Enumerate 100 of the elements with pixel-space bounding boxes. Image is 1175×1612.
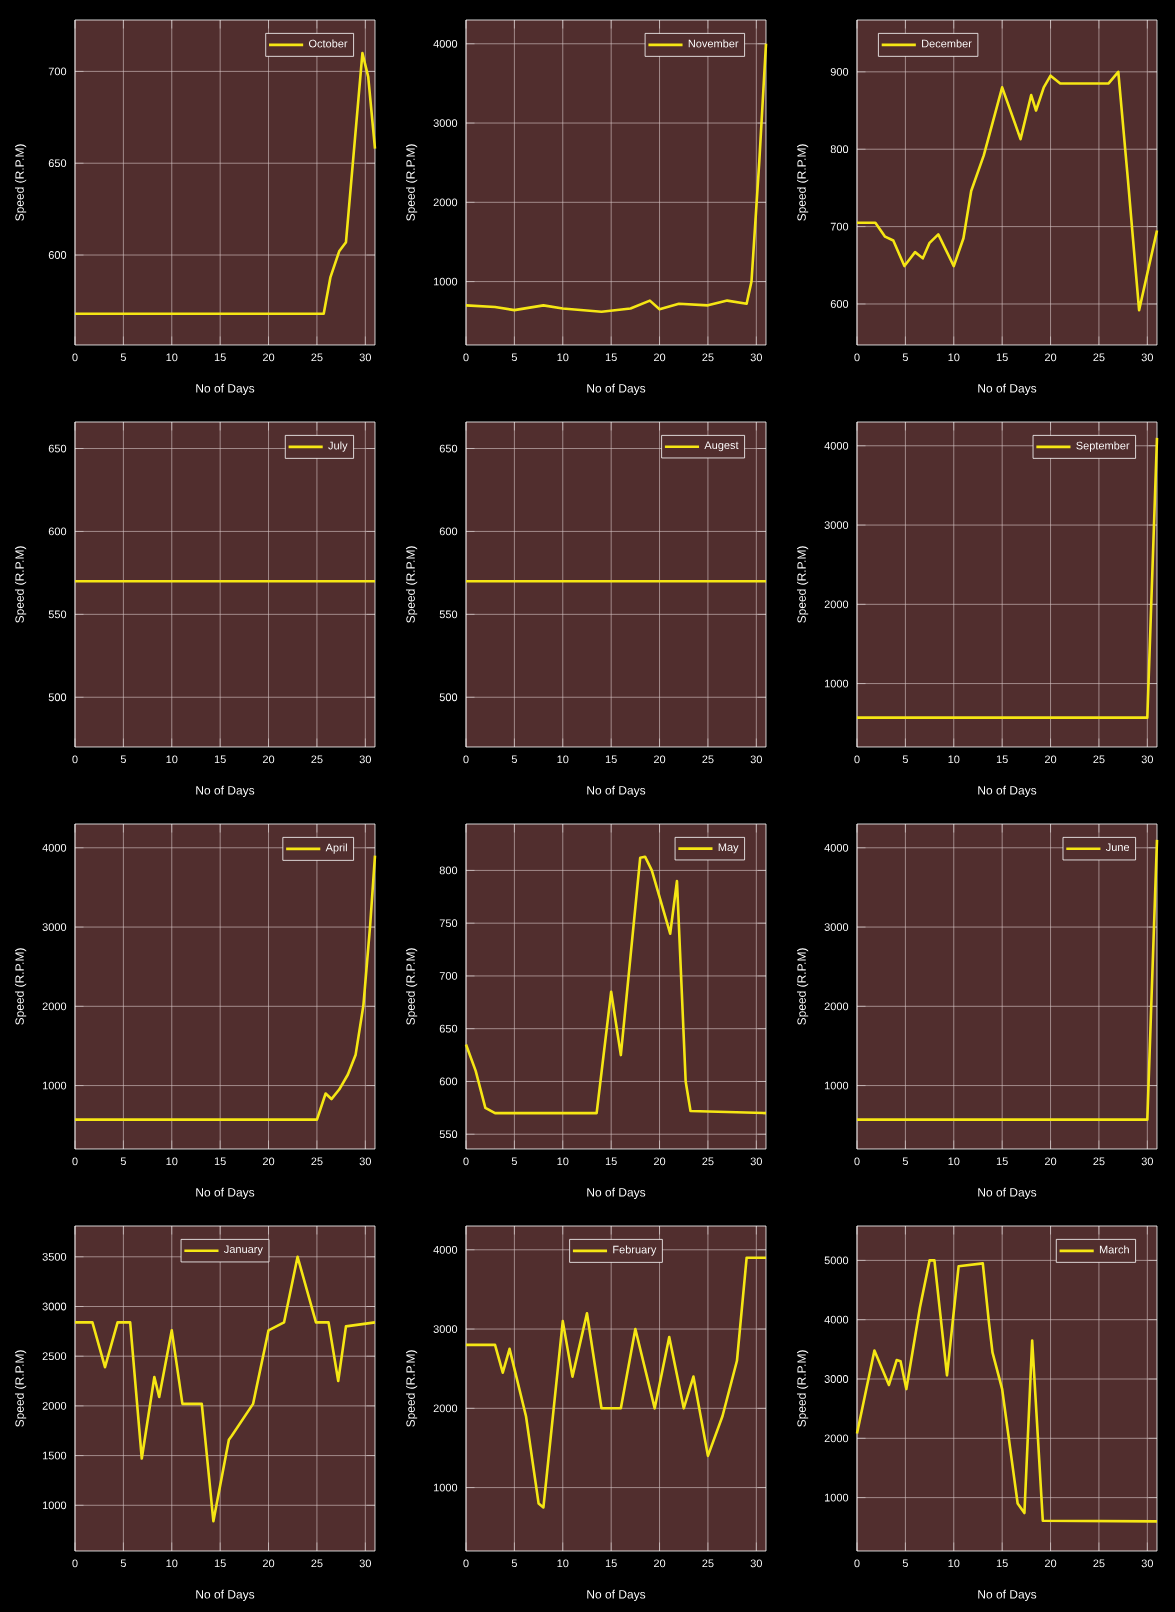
x-tick-label: 20 (1044, 1157, 1057, 1166)
line-series (73, 51, 377, 316)
x-tick-label: 15 (214, 353, 226, 362)
y-tick-label: 500 (439, 693, 458, 702)
x-tick-label: 5 (902, 755, 908, 764)
x-axis-title: No of Days (978, 383, 1037, 395)
y-tick-label: 550 (439, 1130, 458, 1139)
x-tick-label: 25 (1093, 1157, 1105, 1166)
x-tick-label: 10 (166, 1157, 178, 1166)
x-axis-title: No of Days (978, 1187, 1037, 1199)
x-tick-label: 10 (948, 1157, 960, 1166)
y-tick-label: 4000 (433, 39, 458, 48)
y-tick-label: 3000 (42, 923, 67, 931)
x-tick-label: 0 (854, 755, 860, 764)
x-tick-label: 20 (262, 353, 275, 362)
line-series (855, 1259, 1159, 1523)
x-tick-label: 10 (557, 755, 569, 764)
y-tick-label: 3000 (42, 1302, 67, 1311)
legend-label: May (718, 843, 739, 854)
y-tick-label: 1000 (824, 679, 849, 688)
x-tick-label: 10 (557, 353, 569, 362)
x-tick-label: 20 (1044, 755, 1057, 764)
x-tick-label: 0 (854, 1157, 860, 1166)
legend-label: March (1099, 1245, 1129, 1254)
x-tick-label: 10 (166, 1559, 178, 1568)
y-tick-label: 3500 (42, 1252, 67, 1261)
x-tick-label: 30 (359, 1559, 371, 1568)
x-tick-label: 15 (996, 1559, 1008, 1568)
y-tick-label: 1000 (42, 1081, 67, 1090)
y-tick-label: 550 (48, 610, 67, 619)
x-axis-title: No of Days (196, 1187, 255, 1199)
y-tick-label: 700 (830, 222, 849, 231)
x-tick-label: 0 (463, 1157, 469, 1166)
x-tick-label: 5 (120, 1157, 126, 1166)
x-tick-label: 20 (653, 1157, 666, 1166)
x-axis-title: No of Days (978, 785, 1037, 797)
y-tick-label: 2000 (824, 1002, 849, 1011)
line-series (73, 1255, 377, 1523)
x-tick-label: 5 (120, 755, 126, 764)
y-axis-title: Speed (R.P.M) (405, 948, 418, 1025)
x-tick-label: 30 (750, 1157, 762, 1166)
x-tick-label: 15 (605, 353, 617, 362)
y-tick-label: 3000 (824, 1375, 849, 1383)
line-series (855, 70, 1159, 312)
y-tick-label: 5000 (824, 1256, 849, 1265)
y-tick-label: 4000 (824, 843, 849, 852)
x-tick-label: 25 (702, 755, 714, 764)
x-tick-label: 10 (166, 755, 178, 764)
y-tick-label: 1000 (824, 1081, 849, 1090)
legend-label: April (325, 843, 347, 854)
y-tick-label: 4000 (433, 1245, 458, 1254)
y-tick-label: 750 (439, 919, 458, 928)
y-tick-label: 600 (48, 527, 67, 536)
y-tick-label: 650 (439, 444, 458, 453)
y-axis-title: Speed (R.P.M) (797, 1350, 809, 1427)
x-tick-label: 0 (463, 1559, 469, 1568)
y-tick-label: 3000 (433, 1325, 458, 1333)
y-tick-label: 2000 (824, 1434, 849, 1443)
x-axis-title: No of Days (587, 383, 646, 395)
x-tick-label: 10 (557, 1157, 569, 1166)
x-tick-label: 25 (311, 755, 323, 764)
x-tick-label: 5 (902, 1559, 908, 1568)
x-tick-label: 0 (463, 755, 469, 764)
x-tick-label: 30 (359, 353, 371, 362)
y-tick-label: 1000 (433, 1483, 458, 1492)
y-tick-label: 2500 (42, 1352, 67, 1361)
x-tick-label: 5 (511, 1157, 517, 1166)
x-tick-label: 20 (262, 1157, 275, 1166)
x-tick-label: 30 (1141, 1157, 1153, 1166)
x-tick-label: 5 (120, 353, 126, 362)
x-tick-label: 10 (557, 1559, 569, 1568)
legend-label: September (1076, 441, 1130, 452)
x-tick-label: 15 (605, 1559, 617, 1568)
x-axis-title: No of Days (587, 1589, 646, 1601)
line-series (464, 855, 768, 1115)
x-tick-label: 5 (902, 1157, 908, 1166)
x-tick-label: 10 (166, 353, 178, 362)
y-tick-label: 4000 (824, 441, 849, 450)
x-tick-label: 15 (214, 1559, 226, 1568)
legend-label: July (328, 441, 348, 452)
y-tick-label: 1000 (42, 1501, 67, 1510)
x-tick-label: 0 (854, 353, 860, 362)
x-tick-label: 25 (1093, 1559, 1105, 1568)
x-tick-label: 20 (1044, 353, 1057, 362)
x-tick-label: 25 (702, 1157, 714, 1166)
y-axis-title: Speed (R.P.M) (14, 948, 27, 1025)
x-tick-label: 25 (702, 353, 714, 362)
x-tick-label: 5 (120, 1559, 126, 1568)
y-tick-label: 900 (830, 67, 849, 76)
y-tick-label: 500 (48, 693, 67, 702)
y-tick-label: 3000 (824, 521, 849, 529)
y-tick-label: 650 (48, 159, 67, 168)
y-tick-label: 4000 (824, 1315, 849, 1324)
x-tick-label: 25 (311, 1157, 323, 1166)
y-tick-label: 600 (439, 1077, 458, 1086)
x-axis-title: No of Days (196, 1589, 255, 1601)
y-tick-label: 1500 (42, 1451, 67, 1460)
legend-label: December (922, 39, 972, 48)
legend-label: October (309, 39, 348, 48)
x-tick-label: 20 (262, 1559, 275, 1568)
